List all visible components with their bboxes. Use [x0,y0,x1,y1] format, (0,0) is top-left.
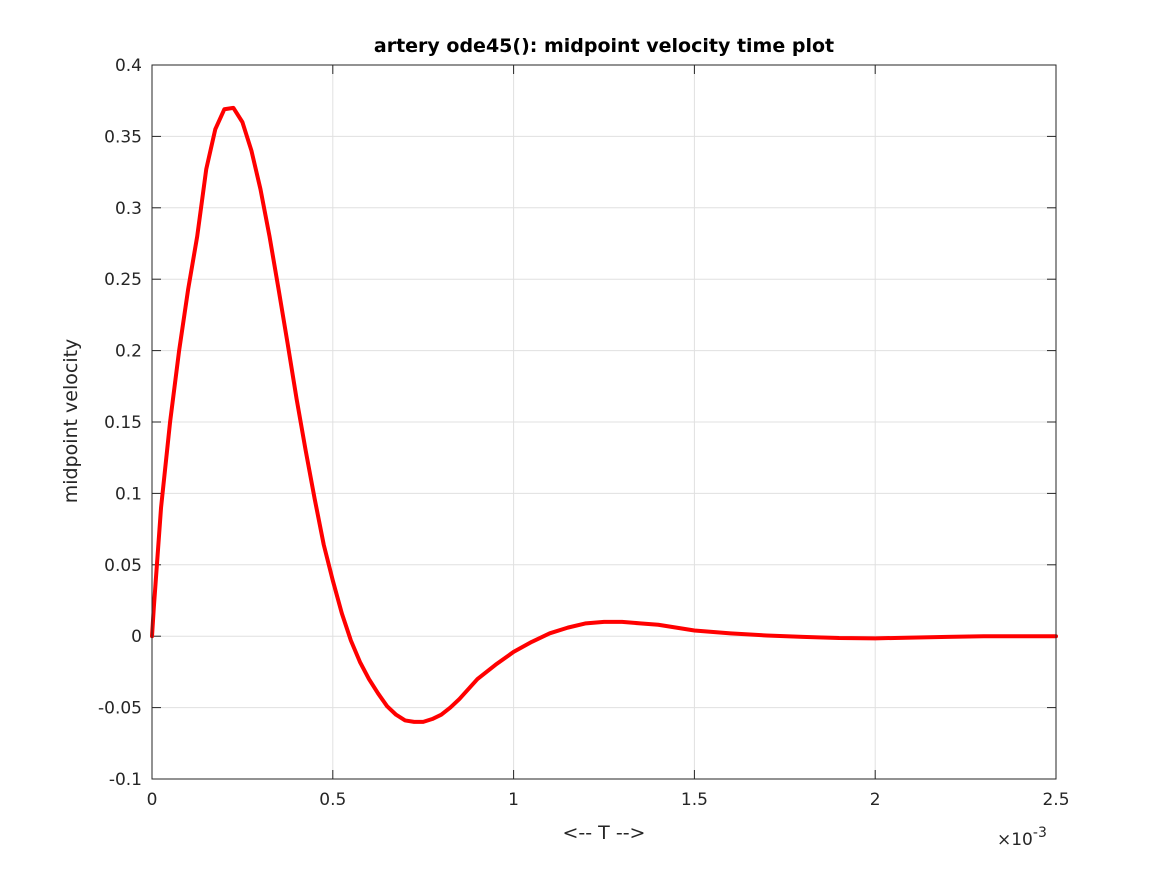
y-tick-label: 0.15 [104,413,142,433]
series-line [150,105,1058,724]
plot-area [150,64,1058,780]
y-tick-label: 0.35 [104,127,142,147]
chart-title: artery ode45(): midpoint velocity time p… [374,35,834,57]
x-tick-label: 0.5 [319,790,346,810]
x-tick-label: 0 [147,790,158,810]
y-tick-label: 0.4 [115,56,142,76]
y-tick-label: 0.05 [104,556,142,576]
x-tick-label: 1 [508,790,519,810]
y-tick-label: 0.3 [115,199,142,219]
x-exponent-prefix: ×10 [997,830,1033,850]
x-tick-label: 2.5 [1042,790,1069,810]
x-tick-label: 2 [870,790,881,810]
x-exponent-value: -3 [1033,825,1047,841]
y-tick-label: 0 [131,627,142,647]
y-tick-labels: -0.1 -0.05 0 0.05 0.1 0.15 0.2 0.25 0.3 0.35 0.4 [98,56,142,790]
x-tick-label: 1.5 [681,790,708,810]
y-tick-label: 0.2 [115,342,142,362]
y-tick-label: -0.05 [98,699,142,719]
x-axis-label: <-- T --> [563,822,646,844]
y-axis-label: midpoint velocity [60,339,82,504]
y-tick-label: -0.1 [109,770,142,790]
y-tick-label: 0.25 [104,270,142,290]
x-exponent-label: ×10-3 [997,825,1047,850]
svg-text:×10-3: ×10-3 [997,825,1047,850]
x-tick-labels: 0 0.5 1 1.5 2 2.5 [147,790,1070,810]
axes-box [151,64,1057,780]
y-tick-label: 0.1 [115,484,142,504]
